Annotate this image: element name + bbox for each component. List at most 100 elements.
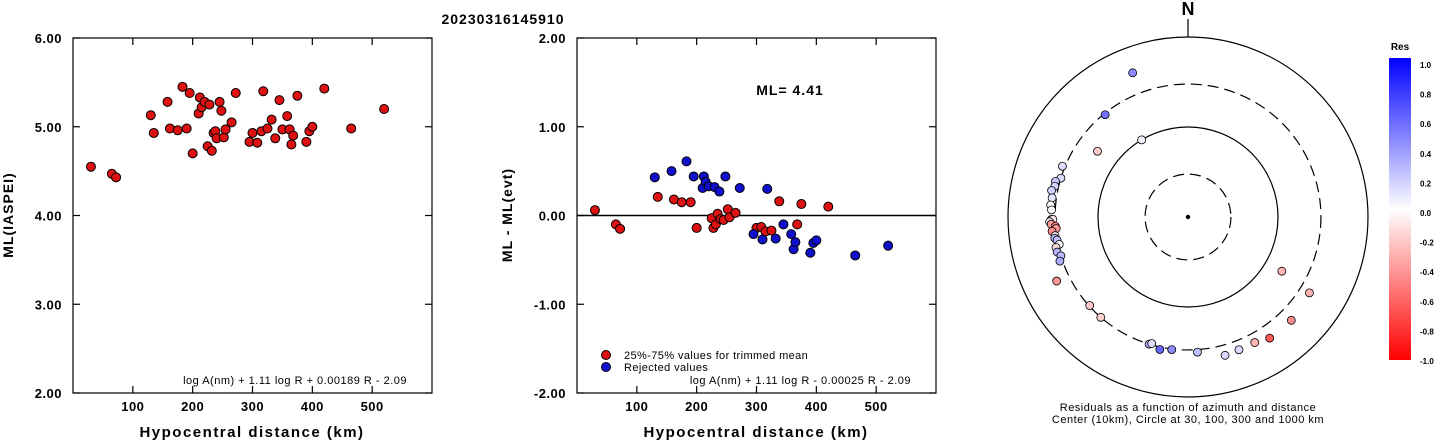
station-point	[1128, 68, 1138, 78]
p1-ytick-label: 6.00	[35, 31, 62, 46]
station-point	[1193, 347, 1202, 357]
station-point	[1137, 135, 1147, 145]
station-point	[1167, 345, 1177, 354]
p1-point-s0	[292, 90, 303, 101]
station-point	[1058, 161, 1067, 171]
p2-point-s1	[748, 229, 759, 240]
colorbar-label: 0.0	[1420, 209, 1432, 218]
colorbar: Res 1.0 0.8 0.6 0.4 0.2 0.0 -0.2 -0.4 -0.6 -0.8 -1…	[1389, 42, 1434, 366]
p1-ytick-label: 3.00	[35, 297, 62, 312]
p1-point-s0	[172, 125, 183, 136]
p2-point-s1	[734, 182, 745, 193]
epicenter-dot	[1185, 214, 1191, 220]
p2-xtick-label: 200	[685, 399, 708, 414]
p2-point-s0	[823, 201, 834, 212]
station-point	[1052, 276, 1062, 286]
p2-ytick-label: -1.00	[534, 297, 566, 312]
legend-label-rejected: Rejected values	[624, 362, 708, 374]
polar-caption-line2: Center (10km), Circle at 30, 100, 300 an…	[1052, 414, 1324, 426]
p2-point-s1	[714, 186, 725, 197]
p1-point-s0	[85, 161, 96, 172]
p2-xtick-label: 500	[865, 399, 888, 414]
station-point	[1100, 110, 1110, 120]
p1-point-s0	[145, 110, 156, 121]
plot-frame-1	[72, 37, 433, 394]
p1-ytick-label: 4.00	[35, 209, 62, 224]
station-point	[1047, 193, 1057, 203]
p2-point-s1	[883, 240, 894, 251]
p2-point-s0	[685, 197, 696, 208]
p2-point-s0	[691, 222, 702, 233]
circle-100km	[1097, 126, 1279, 308]
colorbar-title: Res	[1391, 42, 1410, 53]
p1-point-s0	[204, 99, 215, 110]
p2-point-s0	[774, 196, 785, 207]
points-2	[589, 156, 894, 261]
p1-point-s0	[214, 96, 225, 107]
formula-2: log A(nm) + 1.11 log R - 0.00025 R - 2.0…	[690, 375, 911, 387]
colorbar-label: -1.0	[1420, 357, 1434, 366]
legend-marker-accepted	[601, 350, 611, 360]
station-point	[1085, 301, 1095, 310]
p2-point-s0	[730, 207, 741, 218]
p1-point-s0	[162, 96, 173, 107]
p1-point-s0	[252, 137, 263, 148]
p1-point-s0	[266, 114, 277, 125]
p1-point-s0	[307, 121, 318, 132]
p2-point-s1	[720, 171, 731, 182]
p1-xtick-label: 300	[241, 399, 264, 414]
p2-point-s0	[652, 191, 663, 202]
axis-ticks-2: -2.00 -1.00 0.00 1.00 2.00 100 200 300 400 500	[534, 31, 936, 414]
x-axis-label-2: Hypocentral distance (km)	[643, 424, 868, 441]
colorbar-label: 0.2	[1420, 179, 1432, 188]
circle-1000km	[1007, 36, 1369, 398]
colorbar-label: -0.4	[1420, 268, 1434, 277]
p1-point-s0	[184, 88, 195, 99]
page-title: 20230316145910	[441, 11, 564, 27]
station-point	[1047, 205, 1056, 215]
p1-point-s0	[286, 139, 297, 150]
p1-point-s0	[218, 132, 229, 143]
colorbar-label: -0.2	[1420, 239, 1434, 248]
ml-annotation: ML= 4.41	[756, 82, 824, 98]
p2-point-s1	[790, 237, 801, 248]
station-point	[1286, 315, 1296, 325]
legend-marker-rejected	[601, 362, 611, 372]
chart-ml-vs-distance: 2.00 3.00 4.00 5.00 6.00 100 200 300 400 500 Hypo…	[0, 31, 433, 441]
colorbar-label: 0.6	[1420, 120, 1432, 129]
p1-point-s0	[379, 104, 390, 114]
north-label: N	[1182, 0, 1195, 19]
circle-30km	[1144, 173, 1232, 261]
p2-ytick-label: 2.00	[539, 31, 566, 46]
p1-point-s0	[148, 127, 159, 138]
p1-point-s0	[288, 130, 299, 141]
y-axis-label-1: ML(IASPEI)	[0, 172, 16, 257]
p1-point-s0	[177, 81, 188, 92]
chart-residual-vs-distance: -2.00 -1.00 0.00 1.00 2.00 100 200 300 400 500 ML…	[499, 31, 937, 441]
p1-point-s0	[258, 86, 269, 97]
p1-xtick-label: 100	[121, 399, 144, 414]
colorbar-label: 0.8	[1420, 91, 1432, 100]
p2-point-s1	[850, 250, 861, 261]
colorbar-label: -0.8	[1420, 327, 1434, 336]
station-point	[1055, 256, 1065, 266]
p1-point-s0	[181, 123, 192, 134]
axis-ticks-1: 2.00 3.00 4.00 5.00 6.00 100 200 300 400 500	[35, 31, 432, 414]
station-point	[1147, 339, 1157, 348]
p1-point-s0	[282, 111, 293, 122]
p2-point-s1	[688, 171, 699, 182]
p1-point-s0	[346, 123, 357, 134]
p2-point-s1	[805, 247, 816, 258]
p1-xtick-label: 500	[361, 399, 384, 414]
p1-ytick-label: 2.00	[35, 386, 62, 401]
p2-point-s1	[649, 172, 660, 183]
x-axis-label-1: Hypocentral distance (km)	[139, 424, 364, 441]
p2-point-s0	[615, 223, 626, 234]
station-point	[1093, 146, 1102, 156]
p1-point-s0	[270, 133, 281, 144]
station-point	[1096, 312, 1106, 322]
p1-point-s0	[319, 83, 330, 94]
station-point	[1155, 345, 1165, 354]
p2-point-s0	[676, 197, 687, 208]
p1-point-s0	[187, 148, 198, 159]
